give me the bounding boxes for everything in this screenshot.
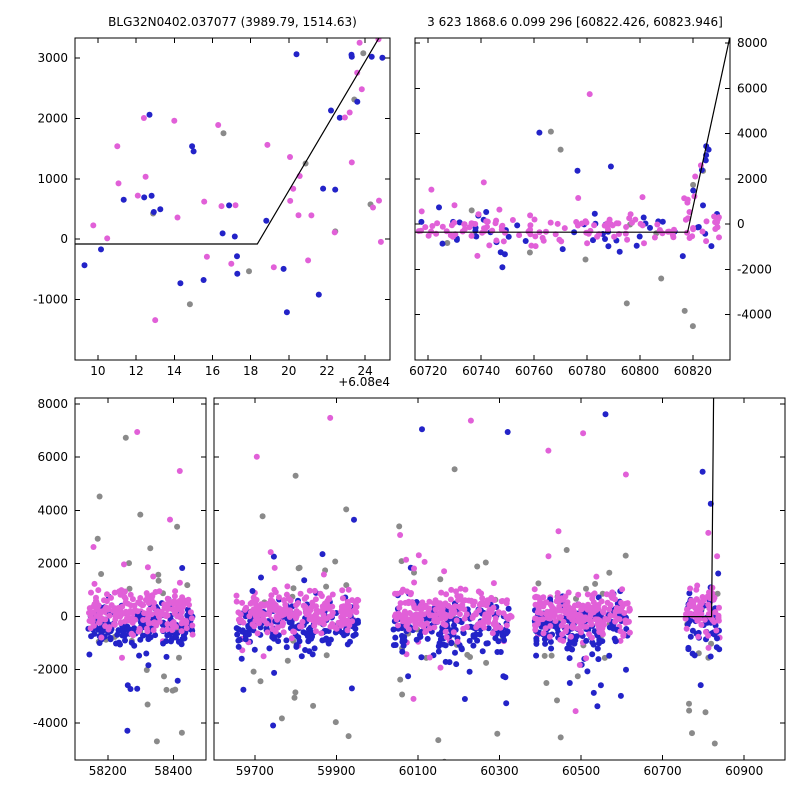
svg-text:18: 18 bbox=[243, 364, 258, 378]
svg-text:58400: 58400 bbox=[154, 764, 192, 778]
svg-text:59900: 59900 bbox=[317, 764, 355, 778]
svg-text:4000: 4000 bbox=[737, 127, 768, 141]
svg-text:60700: 60700 bbox=[644, 764, 682, 778]
svg-text:10: 10 bbox=[90, 364, 105, 378]
svg-text:0: 0 bbox=[737, 217, 745, 231]
svg-text:60500: 60500 bbox=[562, 764, 600, 778]
svg-text:6000: 6000 bbox=[37, 450, 68, 464]
svg-text:24: 24 bbox=[358, 364, 373, 378]
svg-text:58200: 58200 bbox=[89, 764, 127, 778]
svg-text:6000: 6000 bbox=[737, 82, 768, 96]
svg-text:2000: 2000 bbox=[37, 557, 68, 571]
svg-text:16: 16 bbox=[205, 364, 220, 378]
svg-text:-4000: -4000 bbox=[737, 308, 772, 322]
svg-text:60720: 60720 bbox=[409, 364, 447, 378]
svg-text:2000: 2000 bbox=[737, 172, 768, 186]
svg-text:2000: 2000 bbox=[37, 111, 68, 125]
x-axis-offset-label: +6.08e4 bbox=[338, 375, 390, 389]
subplot-title-left: BLG32N0402.037077 (3989.79, 1514.63) bbox=[108, 15, 357, 29]
svg-text:-1000: -1000 bbox=[33, 293, 68, 307]
svg-text:59700: 59700 bbox=[236, 764, 274, 778]
panel-lower-right-segment-axes bbox=[213, 397, 786, 761]
svg-text:8000: 8000 bbox=[37, 397, 68, 411]
panel-lower-left-segment-points bbox=[85, 429, 196, 745]
svg-text:60100: 60100 bbox=[399, 764, 437, 778]
svg-text:20: 20 bbox=[281, 364, 296, 378]
svg-text:12: 12 bbox=[128, 364, 143, 378]
svg-text:22: 22 bbox=[319, 364, 334, 378]
panel-upper-right-points bbox=[415, 38, 730, 330]
svg-text:60300: 60300 bbox=[480, 764, 518, 778]
svg-text:60740: 60740 bbox=[462, 364, 500, 378]
svg-text:60900: 60900 bbox=[725, 764, 763, 778]
panel-lower-left-segment-tick-labels: 58200 58400 -4000 -2000 0 2000 4000 6000 8000 bbox=[33, 397, 192, 778]
svg-text:0: 0 bbox=[60, 610, 68, 624]
svg-text:-2000: -2000 bbox=[737, 263, 772, 277]
panel-upper-left-points bbox=[75, 38, 386, 324]
panel-lower-right-segment-tick-labels: 59700 59900 60100 60300 60500 60700 60900 bbox=[236, 764, 764, 778]
svg-text:60760: 60760 bbox=[515, 364, 553, 378]
svg-text:60820: 60820 bbox=[674, 364, 712, 378]
svg-text:60780: 60780 bbox=[568, 364, 606, 378]
panel-upper-left-tick-labels: 10 12 14 16 18 20 22 24 -1000 0 1000 2000 3000 bbox=[33, 51, 373, 378]
svg-text:-2000: -2000 bbox=[33, 663, 68, 677]
panel-upper-right-axes bbox=[414, 37, 731, 361]
panel-lower-left-segment-axes bbox=[74, 397, 207, 761]
svg-text:3000: 3000 bbox=[37, 51, 68, 65]
svg-text:4000: 4000 bbox=[37, 503, 68, 517]
svg-text:0: 0 bbox=[60, 232, 68, 246]
svg-text:8000: 8000 bbox=[737, 36, 768, 50]
svg-text:60800: 60800 bbox=[621, 364, 659, 378]
panel-lower-right-segment-points bbox=[233, 398, 723, 760]
panel-upper-right-tick-labels: 60720 60740 60760 60780 60800 60820 -4000 -2000… bbox=[409, 36, 772, 378]
subplot-title-right: 3 623 1868.6 0.099 296 [60822.426, 60823… bbox=[427, 15, 723, 29]
svg-text:14: 14 bbox=[167, 364, 182, 378]
panel-upper-left-axes bbox=[74, 37, 391, 361]
svg-text:-4000: -4000 bbox=[33, 716, 68, 730]
svg-text:1000: 1000 bbox=[37, 172, 68, 186]
